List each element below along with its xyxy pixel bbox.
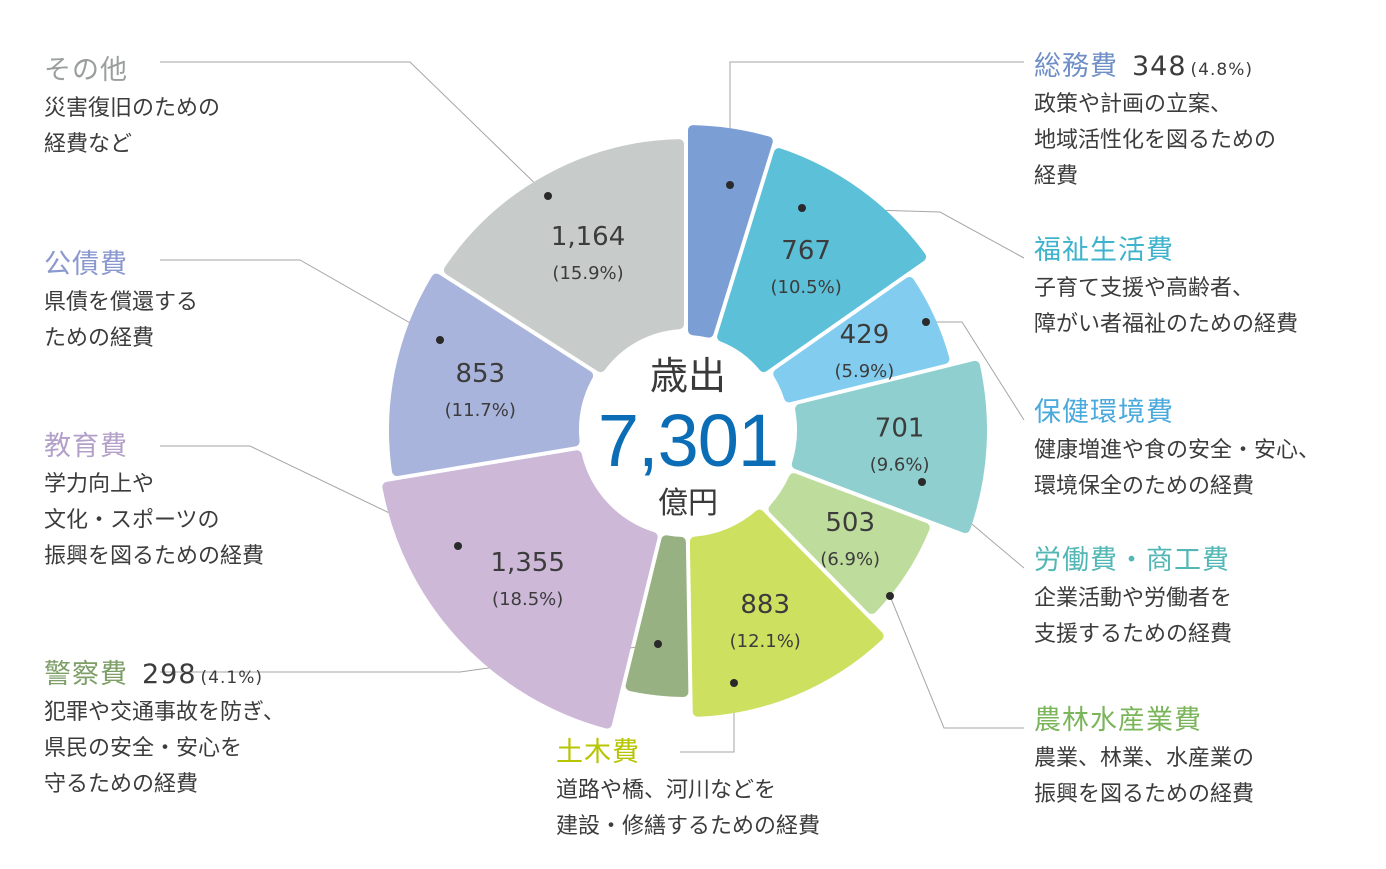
category-name: 総務費 — [1034, 51, 1118, 82]
slice-5 — [689, 509, 884, 717]
slice-value-5: 883 — [740, 590, 790, 620]
slice-percent-3: (9.6%) — [870, 455, 930, 476]
label-kosai: 公債費 県債を償還する ための経費 — [44, 242, 198, 357]
leader-dot-2 — [922, 318, 930, 326]
slice-percent-9: (15.9%) — [552, 263, 623, 284]
category-name: 警察費 — [44, 659, 128, 690]
slice-4 — [768, 473, 930, 615]
slice-value-7: 1,355 — [490, 548, 564, 578]
leader-line-9 — [160, 61, 549, 197]
slice-1 — [717, 148, 927, 373]
category-description: 健康増進や食の安全・安心、 環境保全のための経費 — [1034, 438, 1321, 499]
slice-9 — [443, 139, 685, 373]
leader-dot-9 — [544, 192, 552, 200]
slice-percent-7: (18.5%) — [492, 589, 563, 610]
slice-percent-1: (10.5%) — [770, 277, 841, 298]
leader-line-2 — [926, 321, 1025, 421]
slice-percent-2: (5.9%) — [835, 361, 895, 382]
label-rodo: 労働費・商工費 企業活動や労働者を 支援するための経費 — [1034, 538, 1232, 653]
category-name: 保健環境費 — [1034, 397, 1174, 428]
leader-dots — [436, 181, 930, 687]
category-description: 犯罪や交通事故を防ぎ、 県民の安全・安心を 守るための経費 — [44, 700, 285, 797]
leader-dot-5 — [730, 679, 738, 687]
category-description: 災害復旧のための 経費など — [44, 96, 221, 157]
slice-percent-4: (6.9%) — [820, 549, 880, 570]
slice-value-9: 1,164 — [551, 222, 625, 252]
category-percent: (4.8%) — [1190, 60, 1254, 80]
label-somu: 総務費 348 (4.8%) 政策や計画の立案、 地域活性化を図るための 経費 — [1034, 44, 1276, 195]
leader-dot-3 — [918, 478, 926, 486]
category-name: その他 — [44, 55, 128, 86]
leader-dot-7 — [454, 542, 462, 550]
slice-value-2: 429 — [840, 320, 890, 350]
center-total: 7,301 — [597, 399, 779, 482]
category-name: 農林水産業費 — [1034, 705, 1202, 736]
category-name: 教育費 — [44, 431, 128, 462]
category-name: 福祉生活費 — [1034, 235, 1174, 266]
category-name: 公債費 — [44, 249, 128, 280]
category-description: 道路や橋、河川などを 建設・修繕するための経費 — [556, 778, 821, 839]
slice-percent-8: (11.7%) — [445, 400, 516, 421]
category-amount: 348 — [1132, 51, 1187, 82]
category-description: 子育て支援や高齢者、 障がい者福祉のための経費 — [1034, 276, 1299, 337]
slice-6 — [625, 535, 689, 697]
category-description: 県債を償還する ための経費 — [44, 290, 199, 351]
leader-dot-6 — [654, 640, 662, 648]
slice-2 — [773, 276, 950, 403]
label-hoken: 保健環境費 健康増進や食の安全・安心、 環境保全のための経費 — [1034, 390, 1320, 505]
center-unit: 億円 — [658, 486, 718, 521]
leader-line-4 — [889, 595, 1024, 729]
category-description: 政策や計画の立案、 地域活性化を図るための 経費 — [1034, 92, 1277, 189]
category-percent: (4.1%) — [200, 668, 264, 688]
leader-dot-8 — [436, 336, 444, 344]
label-doboku: 土木費 道路や橋、河川などを 建設・修繕するための経費 — [556, 730, 820, 845]
slice-8 — [389, 273, 594, 477]
category-description: 農業、林業、水産業の 振興を図るための経費 — [1034, 746, 1255, 807]
slice-value-3: 701 — [875, 414, 925, 444]
center-label: 歳出 — [649, 354, 726, 398]
leader-dot-4 — [886, 592, 894, 600]
slice-value-8: 853 — [455, 359, 505, 389]
slice-labels: 767 (10.5%) 429 (5.9%) 701 (9.6%) 503 (6.9%) 883… — [445, 222, 930, 652]
leader-dot-1 — [798, 204, 806, 212]
category-description: 企業活動や労働者を 支援するための経費 — [1034, 586, 1233, 647]
label-norin: 農林水産業費 農業、林業、水産業の 振興を図るための経費 — [1034, 698, 1254, 813]
leader-dot-0 — [726, 181, 734, 189]
category-description: 学力向上や 文化・スポーツの 振興を図るための経費 — [44, 472, 265, 569]
label-keisatsu: 警察費 298 (4.1%) 犯罪や交通事故を防ぎ、 県民の安全・安心を 守るための… — [44, 652, 285, 803]
leader-line-8 — [160, 259, 441, 341]
slice-7 — [382, 450, 658, 729]
label-sonota: その他 災害復旧のための 経費など — [44, 48, 220, 163]
slice-value-1: 767 — [781, 236, 831, 266]
category-name: 労働費・商工費 — [1034, 545, 1230, 576]
slice-percent-5: (12.1%) — [730, 631, 801, 652]
slice-value-4: 503 — [825, 508, 875, 538]
category-name: 土木費 — [556, 737, 640, 768]
slice-3 — [791, 360, 987, 534]
donut-slices — [382, 125, 987, 729]
label-fukushi: 福祉生活費 子育て支援や高齢者、 障がい者福祉のための経費 — [1034, 228, 1298, 343]
slice-0 — [687, 125, 773, 338]
label-kyoiku: 教育費 学力向上や 文化・スポーツの 振興を図るための経費 — [44, 424, 264, 575]
category-amount: 298 — [142, 659, 197, 690]
